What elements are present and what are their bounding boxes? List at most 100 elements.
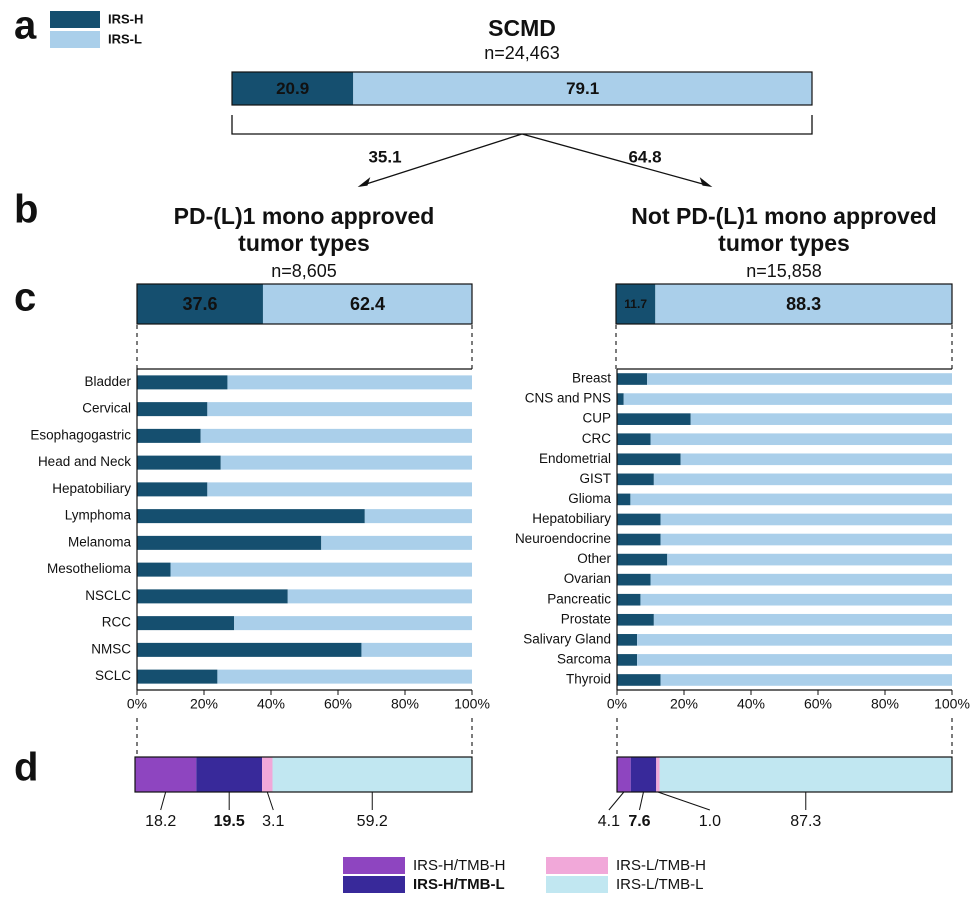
value-label: 79.1 [566,79,599,98]
bar-segment [650,433,952,446]
chart-subtitle: n=8,605 [271,261,337,281]
category-label: CRC [582,431,611,446]
bar-segment [137,562,171,577]
bar-segment [137,284,263,324]
category-label: CNS and PNS [525,391,611,406]
bar-segment [660,513,952,526]
legend-swatch [546,857,608,874]
leader-line [160,791,167,811]
bar-segment [137,455,221,470]
legend-label: IRS-L/TMB-H [616,857,706,874]
bar-segment [623,393,952,405]
value-label: 7.6 [628,813,650,830]
bar-segment [630,757,657,792]
bar-segment [200,428,472,443]
category-label: Melanoma [68,534,132,549]
bar-segment [617,593,641,606]
legend-label: IRS-H [108,11,143,26]
chart-title: Not PD-(L)1 mono approved [631,203,936,229]
chart-subtitle: n=24,463 [484,43,560,63]
bar-segment [321,535,472,550]
bar-segment [353,72,812,105]
bar-segment [617,634,638,646]
category-label: Hepatobiliary [532,511,611,526]
value-label: 87.3 [790,813,821,830]
bar-segment [207,402,472,417]
bar-segment [617,433,651,446]
legend-label: IRS-L/TMB-L [616,876,704,893]
category-label: NMSC [91,641,131,656]
x-tick-label: 0% [607,696,627,712]
bar-segment [137,616,235,631]
bar-segment [137,402,208,417]
x-tick-label: 40% [257,696,285,712]
value-label: 11.7 [624,297,647,311]
bar-segment [617,654,638,666]
bar-segment [137,428,201,443]
x-tick-label: 80% [871,696,899,712]
category-label: Endometrial [539,451,611,466]
bar-segment [617,413,691,425]
panel-label: d [14,746,38,790]
legend-swatch [546,876,608,893]
bar-segment [137,509,365,524]
value-label: 19.5 [214,813,245,830]
bar-frame [615,283,953,325]
leader-line [266,791,274,811]
leader-line [608,791,625,811]
bar-segment [217,669,472,684]
bar-segment [364,509,472,524]
bar-segment [137,535,322,550]
x-tick-label: 0% [127,696,147,712]
legend-swatch [50,11,100,28]
chart-title: SCMD [488,15,556,41]
bar-segment [640,593,952,606]
category-label: Salivary Gland [523,631,611,646]
bar-segment [655,284,952,324]
bar-segment [617,373,648,385]
bar-segment [220,455,472,470]
category-label: Cervical [82,401,131,416]
bar-segment [660,674,952,686]
legend-swatch [343,876,405,893]
value-label: 37.6 [182,294,217,314]
bar-segment [361,642,472,657]
bar-segment [617,757,631,792]
bar-segment [262,284,472,324]
bar-segment [137,669,218,684]
value-label: 20.9 [276,79,309,98]
dashed-connectors [136,325,953,755]
x-tick-label: 60% [324,696,352,712]
bar-segment [196,757,263,792]
bar-frame [616,756,953,793]
bar-segment [647,373,952,385]
panel-label: c [14,276,36,320]
bar-segment [616,284,656,324]
bar-segment [232,72,354,105]
category-label: Sarcoma [557,651,612,666]
category-label: Thyroid [566,672,611,687]
bar-segment [637,654,952,666]
bar-segment [653,473,952,486]
value-label: 4.1 [598,813,620,830]
x-tick-label: 20% [190,696,218,712]
value-label: 1.0 [699,813,721,830]
bar-segment [617,573,651,586]
legend-label: IRS-H/TMB-H [413,857,506,874]
category-label: Neuroendocrine [515,531,611,546]
category-label: GIST [579,471,611,486]
category-label: NSCLC [85,588,131,603]
chart-title: tumor types [238,230,370,256]
legend-label: IRS-L [108,31,142,46]
bar-segment [227,375,472,390]
value-label: 62.4 [350,294,385,314]
chart-subtitle: n=15,858 [746,261,822,281]
category-label: Head and Neck [38,454,131,469]
bar-segment [659,757,952,792]
legend-swatch [50,31,100,48]
x-tick-label: 40% [737,696,765,712]
category-label: RCC [102,615,131,630]
category-label: Bladder [84,374,131,389]
x-tick-label: 60% [804,696,832,712]
